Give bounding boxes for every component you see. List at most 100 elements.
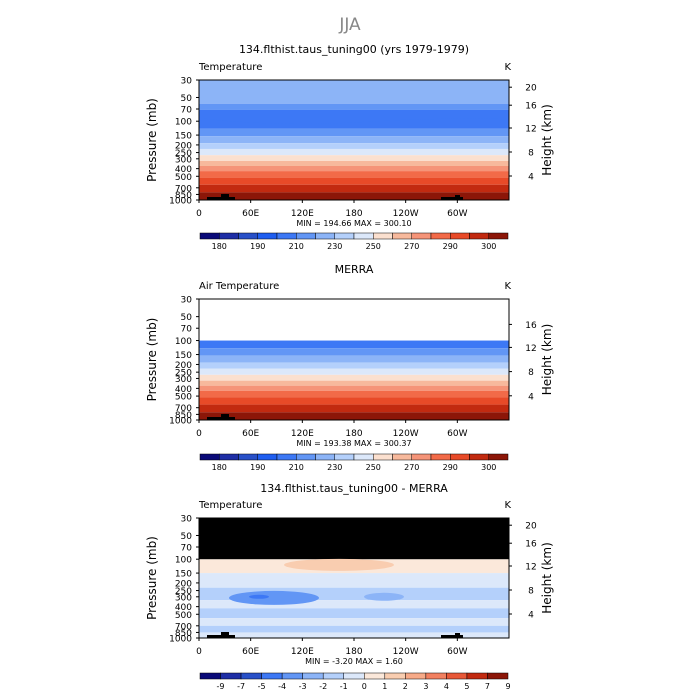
y2-axis-label: Height (km): [540, 324, 554, 395]
height-tick-label: 8: [528, 149, 534, 159]
y-axis-label: Pressure (mb): [145, 98, 159, 182]
longitude-tick-label: 0: [196, 429, 202, 439]
height-tick-label: 16: [525, 321, 537, 331]
stats-label: MIN = 193.38 MAX = 300.37: [296, 439, 411, 448]
chart-panel-2: 3050701001502002503004005007008501000161…: [145, 263, 554, 472]
colorbar-label: 250: [366, 463, 381, 472]
longitude-tick-label: 180: [345, 647, 362, 657]
longitude-tick-label: 60E: [242, 429, 259, 439]
pressure-tick-label: 150: [175, 570, 192, 580]
units-label: K: [504, 281, 511, 292]
colorbar-swatch: [469, 232, 489, 240]
topography-mask: [207, 635, 235, 638]
contour-band: [199, 192, 509, 200]
pressure-tick-label: 50: [181, 532, 193, 542]
longitude-tick-label: 120E: [291, 429, 314, 439]
topography-mask: [221, 632, 229, 635]
topography-mask: [455, 195, 460, 197]
longitude-tick-label: 60W: [447, 647, 467, 657]
pressure-tick-label: 100: [175, 118, 192, 128]
pressure-tick-label: 200: [175, 361, 192, 371]
units-label: K: [504, 62, 511, 73]
pressure-tick-label: 100: [175, 556, 192, 566]
colorbar-swatch: [430, 453, 451, 461]
colorbar-label: -2: [319, 682, 327, 691]
pressure-tick-label: 300: [175, 375, 192, 385]
colorbar-swatch: [353, 453, 374, 461]
contour-band: [199, 184, 509, 193]
pressure-tick-label: 500: [175, 393, 192, 403]
height-tick-label: 4: [528, 611, 534, 621]
chart-panel-3: 3050701001502002503004005007008501000201…: [145, 482, 554, 691]
colorbar-label: 180: [212, 242, 227, 251]
missing-data-region: [199, 518, 509, 560]
contour-band: [199, 608, 509, 619]
colorbar-swatch: [257, 232, 278, 240]
chart-panel-1: 3050701001502002503004005007008501000201…: [145, 43, 554, 251]
contour-band: [199, 385, 509, 391]
contour-band: [199, 618, 509, 626]
colorbar-swatch: [488, 232, 509, 240]
contour-band: [199, 171, 509, 178]
colorbar-swatch: [384, 672, 406, 680]
contour-band: [199, 397, 509, 405]
colorbar-label: 290: [443, 242, 458, 251]
colorbar-swatch: [322, 672, 344, 680]
longitude-tick-label: 0: [196, 647, 202, 657]
colorbar-label: 7: [485, 682, 490, 691]
contour-band: [199, 632, 509, 638]
colorbar-label: 250: [366, 242, 381, 251]
chart-title: 134.flthist.taus_tuning00 - MERRA: [260, 482, 448, 495]
contour-band: [199, 600, 509, 609]
colorbar-swatch: [276, 453, 297, 461]
colorbar-swatch: [392, 453, 412, 461]
contour-band: [199, 573, 509, 588]
colorbar-swatch: [219, 453, 239, 461]
colorbar-label: -3: [299, 682, 307, 691]
colorbar-swatch: [315, 232, 335, 240]
variable-label: Temperature: [198, 500, 262, 511]
colorbar-swatch: [220, 672, 242, 680]
longitude-tick-label: 60E: [242, 647, 259, 657]
colorbar-label: 190: [250, 242, 265, 251]
colorbar-swatch: [199, 672, 221, 680]
topography-mask: [207, 417, 235, 420]
longitude-tick-label: 120W: [393, 209, 419, 219]
colorbar-label: -4: [278, 682, 286, 691]
contour-band: [199, 143, 509, 149]
colorbar-swatch: [296, 232, 316, 240]
pressure-tick-label: 700: [175, 622, 192, 632]
colorbar-swatch: [302, 672, 324, 680]
colorbar-label: 190: [250, 463, 265, 472]
panels-container: 3050701001502002503004005007008501000201…: [145, 43, 554, 691]
topography-mask: [207, 197, 235, 200]
colorbar-swatch: [446, 672, 468, 680]
contour-band: [199, 155, 509, 162]
contour-band: [199, 103, 509, 110]
pressure-tick-label: 100: [175, 337, 192, 347]
contour-band: [199, 177, 509, 185]
height-tick-label: 20: [525, 522, 537, 532]
height-tick-label: 4: [528, 392, 534, 402]
colorbar-swatch: [430, 232, 451, 240]
colorbar-label: 270: [404, 242, 419, 251]
longitude-tick-label: 120W: [393, 647, 419, 657]
pressure-tick-label: 500: [175, 611, 192, 621]
longitude-tick-label: 0: [196, 209, 202, 219]
longitude-tick-label: 120E: [291, 647, 314, 657]
contour-band: [199, 165, 509, 172]
colorbar-label: 0: [362, 682, 367, 691]
pressure-tick-label: 250: [175, 587, 192, 597]
colorbar-swatch: [199, 232, 220, 240]
colorbar-label: 230: [327, 463, 342, 472]
topography-mask: [441, 197, 463, 200]
colorbar-label: 290: [443, 463, 458, 472]
colorbar-swatch: [405, 672, 427, 680]
pressure-tick-label: 250: [175, 149, 192, 159]
longitude-tick-label: 60W: [447, 209, 467, 219]
colorbar-label: 1: [382, 682, 387, 691]
pressure-tick-label: 300: [175, 155, 192, 165]
colorbar-label: -7: [237, 682, 245, 691]
colorbar-swatch: [238, 453, 258, 461]
contour-band: [199, 404, 509, 413]
